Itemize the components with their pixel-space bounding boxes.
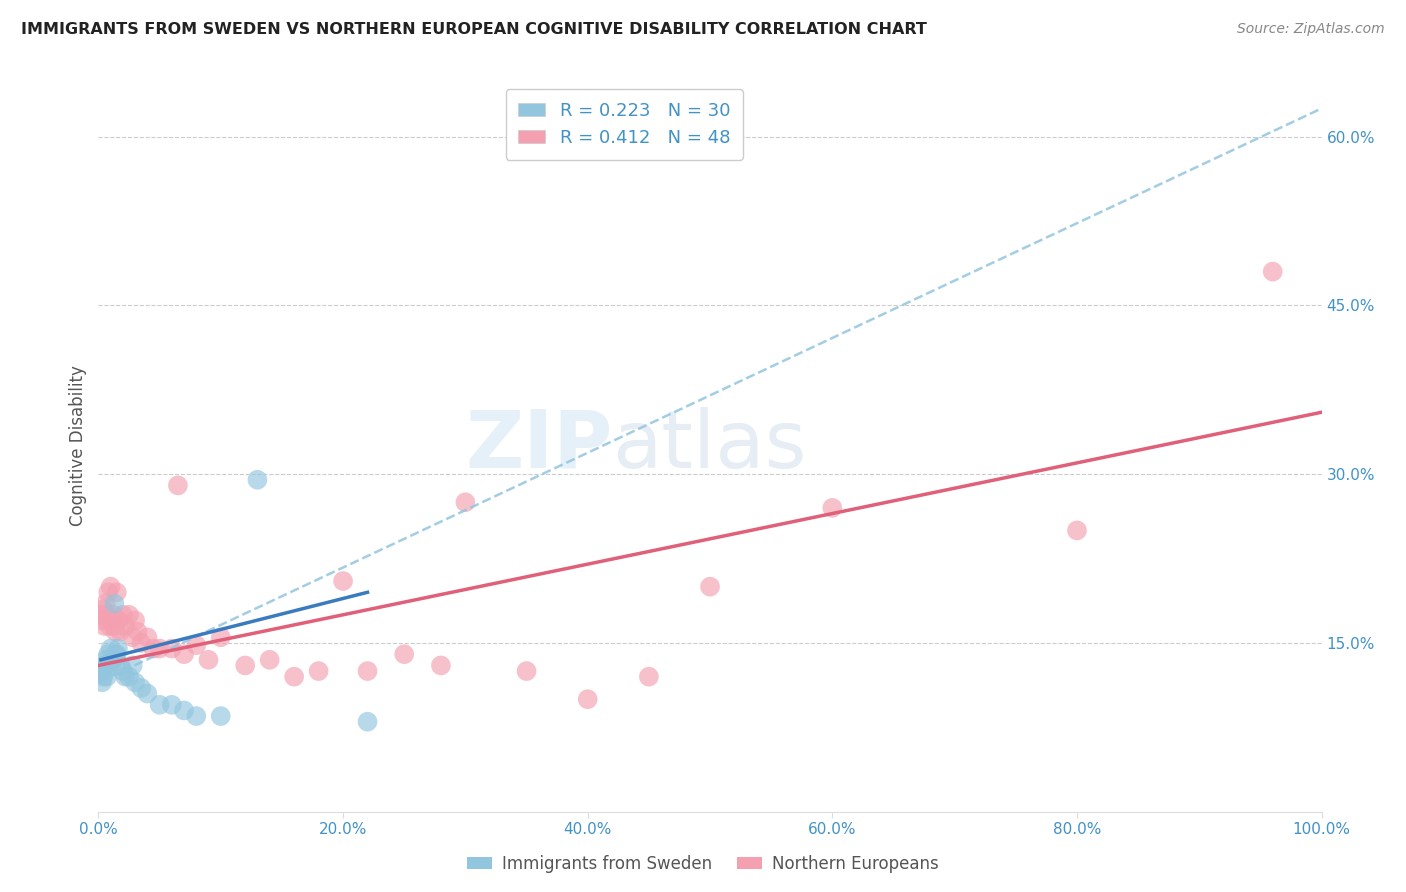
Point <box>105 585 128 599</box>
Point <box>356 664 378 678</box>
Point <box>173 647 195 661</box>
Point <box>637 670 661 684</box>
Point <box>160 641 183 656</box>
Point <box>167 478 190 492</box>
Point <box>90 607 112 622</box>
Point <box>101 614 124 628</box>
Point <box>107 641 129 656</box>
Point <box>103 597 125 611</box>
Point <box>118 670 141 684</box>
Point <box>142 641 165 656</box>
Point <box>94 597 117 611</box>
Point <box>392 647 416 661</box>
Point <box>118 607 141 622</box>
Point <box>136 687 159 701</box>
Point <box>90 664 112 678</box>
Point <box>121 658 143 673</box>
Point <box>515 664 537 678</box>
Text: ZIP: ZIP <box>465 407 612 485</box>
Point <box>114 670 136 684</box>
Point <box>107 614 129 628</box>
Point <box>91 602 114 616</box>
Point <box>91 614 114 628</box>
Point <box>233 658 256 673</box>
Point <box>124 675 146 690</box>
Point <box>246 473 269 487</box>
Point <box>93 658 115 673</box>
Point <box>209 709 232 723</box>
Point <box>111 607 134 622</box>
Point <box>91 670 114 684</box>
Point <box>576 692 599 706</box>
Point <box>821 500 844 515</box>
Point <box>259 653 281 667</box>
Point <box>454 495 477 509</box>
Point <box>129 636 152 650</box>
Point <box>197 653 219 667</box>
Point <box>129 681 152 695</box>
Point <box>114 619 136 633</box>
Point <box>149 698 172 712</box>
Point <box>96 670 118 684</box>
Y-axis label: Cognitive Disability: Cognitive Disability <box>69 366 87 526</box>
Point <box>111 664 134 678</box>
Point <box>93 619 115 633</box>
Point <box>149 641 172 656</box>
Point <box>100 641 122 656</box>
Point <box>100 580 122 594</box>
Point <box>332 574 354 588</box>
Point <box>110 658 132 673</box>
Point <box>97 585 120 599</box>
Point <box>101 653 124 667</box>
Legend: R = 0.223   N = 30, R = 0.412   N = 48: R = 0.223 N = 30, R = 0.412 N = 48 <box>506 89 742 160</box>
Point <box>101 653 124 667</box>
Point <box>121 630 143 644</box>
Point <box>98 619 121 633</box>
Point <box>356 714 378 729</box>
Point <box>430 658 453 673</box>
Point <box>104 624 127 639</box>
Text: IMMIGRANTS FROM SWEDEN VS NORTHERN EUROPEAN COGNITIVE DISABILITY CORRELATION CHA: IMMIGRANTS FROM SWEDEN VS NORTHERN EUROP… <box>21 22 927 37</box>
Point <box>105 647 128 661</box>
Point <box>91 675 114 690</box>
Legend: Immigrants from Sweden, Northern Europeans: Immigrants from Sweden, Northern Europea… <box>460 848 946 880</box>
Point <box>97 647 120 661</box>
Point <box>283 670 305 684</box>
Point <box>110 624 132 639</box>
Point <box>104 647 127 661</box>
Point <box>173 703 195 717</box>
Point <box>136 630 159 644</box>
Point <box>124 614 146 628</box>
Point <box>308 664 330 678</box>
Point <box>1066 524 1088 538</box>
Text: atlas: atlas <box>612 407 807 485</box>
Point <box>160 698 183 712</box>
Point <box>699 580 721 594</box>
Point <box>98 658 121 673</box>
Point <box>94 653 117 667</box>
Point <box>101 607 124 622</box>
Point <box>127 624 149 639</box>
Point <box>186 709 208 723</box>
Point <box>103 619 125 633</box>
Point <box>96 607 118 622</box>
Text: Source: ZipAtlas.com: Source: ZipAtlas.com <box>1237 22 1385 37</box>
Point <box>209 630 232 644</box>
Point <box>1261 264 1284 278</box>
Point <box>186 638 208 652</box>
